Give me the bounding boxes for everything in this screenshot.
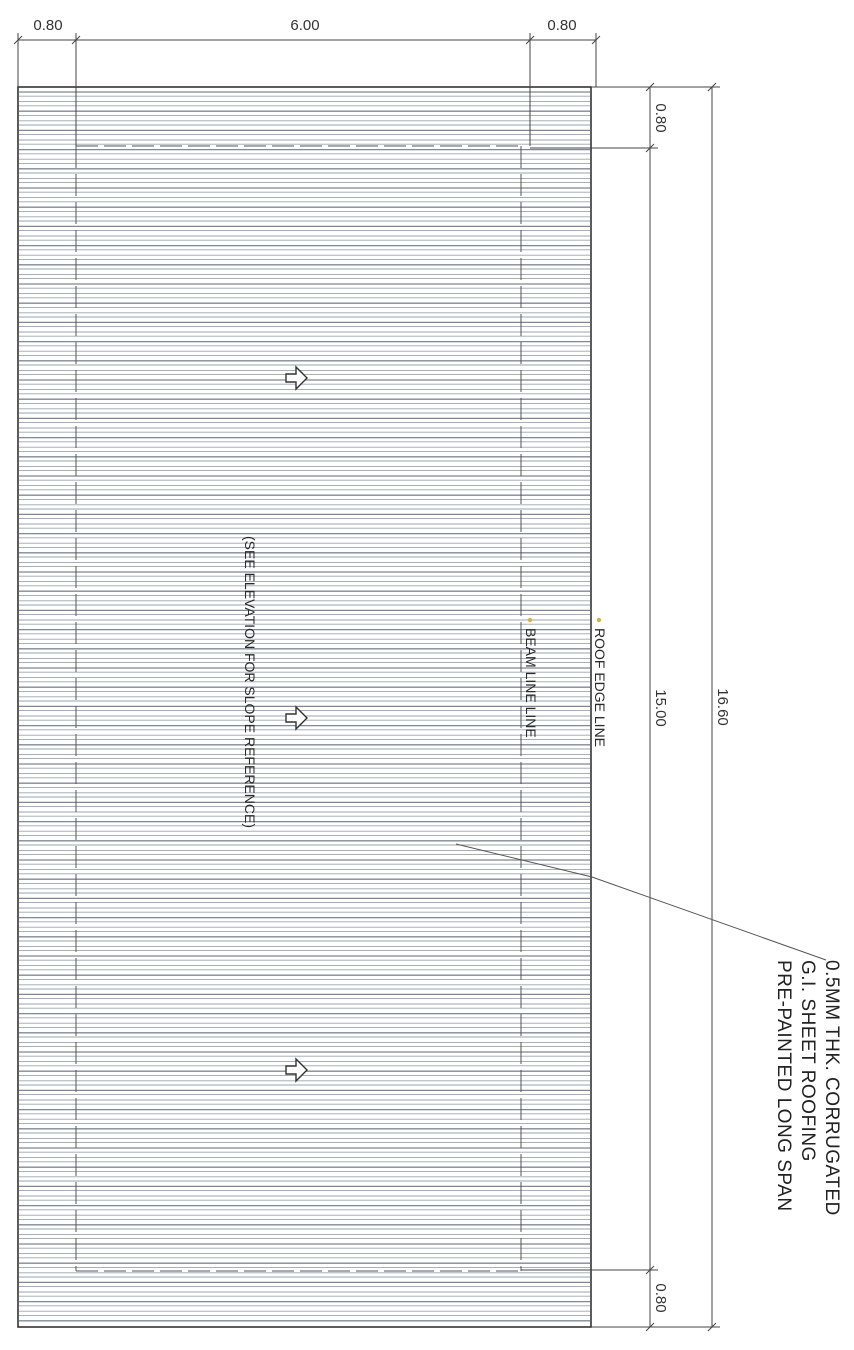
slope-arrow-icon	[285, 705, 308, 731]
dim-right-span: 15.00	[652, 689, 669, 727]
dim-right-bottom: 0.80	[652, 1283, 669, 1312]
beam-line-marker	[527, 617, 533, 623]
right-dimension	[521, 82, 720, 1332]
dim-top-right: 0.80	[547, 17, 576, 34]
callout-line-1: 0.5MM THK. CORRUGATED	[821, 960, 842, 1216]
top-dimension	[13, 33, 601, 146]
slope-note: (SEE ELEVATION FOR SLOPE REFERENCE)	[242, 536, 258, 828]
beam-line-label: BEAM LINE LINE	[523, 628, 539, 738]
roof-edge-line-label: ROOF EDGE LINE	[592, 628, 608, 747]
beam-line	[75, 145, 522, 1272]
callout-leader	[455, 843, 827, 961]
corrugated-sheet-lines	[19, 91, 590, 1322]
roof-edge-marker	[596, 617, 602, 623]
dim-right-top: 0.80	[652, 103, 669, 132]
dim-top-span: 6.00	[290, 17, 319, 34]
slope-arrow-icon	[285, 365, 308, 391]
slope-arrows	[285, 365, 308, 1083]
callout-line-3: PRE-PAINTED LONG SPAN	[773, 960, 794, 1212]
roofing-callout: 0.5MM THK. CORRUGATED G.I. SHEET ROOFING…	[773, 960, 842, 1216]
dim-overall: 16.60	[714, 688, 731, 726]
slope-arrow-icon	[285, 1057, 308, 1083]
dim-top-left: 0.80	[33, 17, 62, 34]
callout-line-2: G.I. SHEET ROOFING	[797, 960, 818, 1162]
roof-outline	[17, 86, 592, 1328]
